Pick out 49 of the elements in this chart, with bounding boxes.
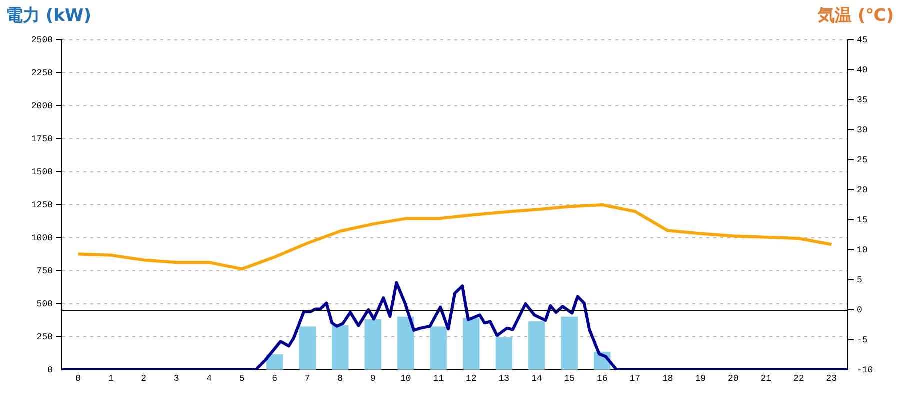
x-tick-label: 22	[793, 374, 804, 384]
x-tick-label: 5	[239, 374, 245, 384]
x-tick-label: 12	[466, 374, 477, 384]
y2-tick-label: 25	[857, 155, 868, 166]
x-tick-label: 20	[728, 374, 739, 384]
x-tick-label: 17	[630, 374, 641, 384]
y2-tick-label: 45	[857, 35, 868, 46]
x-tick-label: 13	[498, 374, 510, 384]
y2-tick-label: 0	[857, 305, 862, 316]
x-tick-label: 11	[433, 374, 444, 384]
x-tick-label: 2	[141, 374, 147, 384]
y-tick-label: 250	[36, 332, 53, 342]
y2-tick-label: 35	[857, 95, 868, 106]
x-tick-label: 15	[564, 374, 576, 384]
y2-tick-label: -10	[857, 365, 874, 376]
x-tick-label: 6	[272, 374, 278, 384]
x-tick-label: 18	[662, 374, 674, 384]
y-tick-label: 750	[36, 266, 53, 276]
y-tick-label: 0	[48, 365, 53, 376]
x-tick-label: 21	[760, 374, 772, 384]
y2-tick-label: -5	[857, 335, 868, 346]
x-tick-label: 4	[206, 374, 212, 384]
y-tick-label: 2000	[31, 101, 53, 112]
x-tick-label: 8	[338, 374, 344, 384]
x-tick-label: 9	[370, 374, 376, 384]
x-tick-label: 7	[304, 374, 310, 384]
x-tick-label: 14	[531, 374, 542, 384]
y-tick-label: 1500	[31, 167, 53, 178]
y-tick-label: 1250	[31, 200, 53, 210]
x-tick-label: 19	[695, 374, 706, 384]
y-axis-title: 電力 (kW)	[6, 5, 92, 27]
y2-tick-label: 15	[857, 215, 868, 226]
x-tick-label: 3	[174, 374, 180, 384]
x-tick-label: 0	[76, 374, 82, 384]
x-tick-label: 10	[400, 374, 412, 384]
y2-tick-label: 40	[857, 65, 868, 76]
y-tick-label: 1000	[31, 233, 53, 244]
y-tick-label: 2500	[31, 35, 53, 46]
x-tick-label: 23	[826, 374, 838, 384]
y2-tick-label: 30	[857, 125, 868, 136]
y2-tick-label: 20	[857, 185, 868, 196]
x-tick-label: 1	[108, 374, 114, 384]
y-tick-label: 500	[36, 299, 53, 310]
y-tick-label: 1750	[31, 134, 53, 144]
y-tick-label: 2250	[31, 68, 53, 78]
y2-tick-label: 10	[857, 245, 868, 256]
y2-tick-label: 5	[857, 275, 862, 286]
x-tick-label: 16	[596, 374, 608, 384]
y2-axis-title: 気温 (℃)	[818, 5, 894, 27]
